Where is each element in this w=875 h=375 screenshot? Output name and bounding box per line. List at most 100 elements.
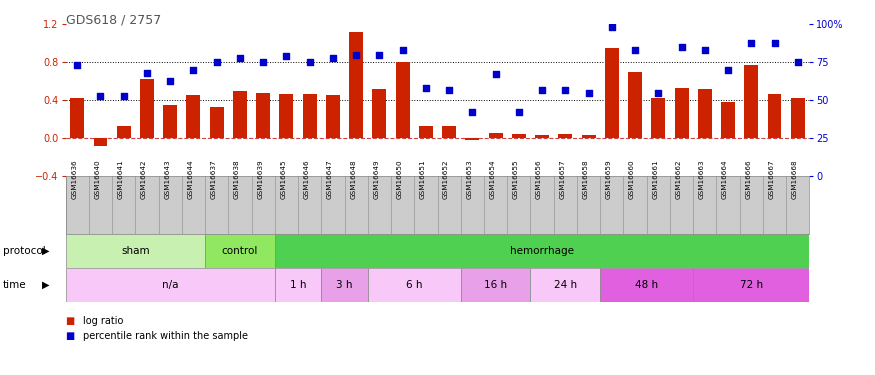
- Point: [605, 24, 619, 30]
- Point: [512, 110, 526, 116]
- Text: GSM16642: GSM16642: [141, 159, 147, 199]
- Text: GSM16668: GSM16668: [792, 159, 798, 199]
- Text: GSM16657: GSM16657: [559, 159, 565, 199]
- Text: log ratio: log ratio: [83, 316, 123, 326]
- Text: 16 h: 16 h: [484, 280, 508, 290]
- Bar: [530, 268, 600, 302]
- Point: [373, 52, 387, 58]
- Text: GSM16643: GSM16643: [164, 159, 171, 199]
- Point: [767, 40, 781, 46]
- Point: [442, 87, 456, 93]
- Bar: [140, 80, 154, 138]
- Text: GSM16655: GSM16655: [513, 159, 519, 199]
- Text: GSM16663: GSM16663: [699, 159, 704, 199]
- Text: GSM16648: GSM16648: [350, 159, 356, 199]
- Point: [210, 59, 224, 65]
- Text: GSM16658: GSM16658: [583, 159, 589, 199]
- Text: hemorrhage: hemorrhage: [510, 246, 574, 256]
- Bar: [536, 135, 550, 138]
- Bar: [116, 126, 130, 138]
- Point: [279, 53, 293, 59]
- Point: [256, 59, 270, 65]
- Text: GSM16639: GSM16639: [257, 159, 263, 199]
- Bar: [368, 268, 461, 302]
- Point: [303, 59, 317, 65]
- Point: [791, 59, 805, 65]
- Text: GSM16645: GSM16645: [280, 159, 286, 199]
- Point: [94, 93, 108, 99]
- Bar: [558, 135, 572, 138]
- Bar: [66, 268, 275, 302]
- Text: GSM16664: GSM16664: [722, 159, 728, 199]
- Point: [466, 110, 480, 116]
- Bar: [303, 94, 317, 138]
- Bar: [698, 89, 711, 138]
- Bar: [164, 105, 177, 138]
- Text: GSM16656: GSM16656: [536, 159, 542, 199]
- Point: [186, 67, 200, 73]
- Text: GSM16661: GSM16661: [652, 159, 658, 199]
- Text: 6 h: 6 h: [406, 280, 423, 290]
- Bar: [419, 126, 433, 138]
- Point: [721, 67, 735, 73]
- Text: n/a: n/a: [162, 280, 178, 290]
- Point: [116, 93, 130, 99]
- Point: [628, 47, 642, 53]
- Bar: [186, 94, 200, 138]
- Text: 3 h: 3 h: [336, 280, 353, 290]
- Text: GSM16659: GSM16659: [606, 159, 612, 199]
- Bar: [745, 65, 759, 138]
- Bar: [693, 268, 809, 302]
- Bar: [66, 234, 205, 268]
- Text: sham: sham: [121, 246, 150, 256]
- Text: protocol: protocol: [3, 246, 45, 256]
- Bar: [651, 98, 665, 138]
- Bar: [767, 94, 781, 138]
- Bar: [256, 93, 270, 138]
- Text: 1 h: 1 h: [290, 280, 306, 290]
- Point: [70, 62, 84, 68]
- Text: GSM16644: GSM16644: [187, 159, 193, 199]
- Text: percentile rank within the sample: percentile rank within the sample: [83, 331, 248, 340]
- Point: [558, 87, 572, 93]
- Text: ■: ■: [66, 331, 75, 340]
- Text: 72 h: 72 h: [739, 280, 763, 290]
- Point: [419, 85, 433, 91]
- Text: time: time: [3, 280, 26, 290]
- Text: GSM16636: GSM16636: [71, 159, 77, 199]
- Text: GSM16667: GSM16667: [768, 159, 774, 199]
- Point: [536, 87, 550, 93]
- Text: GSM16652: GSM16652: [443, 159, 449, 199]
- Bar: [233, 91, 247, 138]
- Text: GSM16647: GSM16647: [327, 159, 332, 199]
- Text: GDS618 / 2757: GDS618 / 2757: [66, 13, 161, 26]
- Bar: [275, 234, 809, 268]
- Text: ■: ■: [66, 316, 75, 326]
- Text: GSM16646: GSM16646: [304, 159, 310, 199]
- Text: GSM16654: GSM16654: [490, 159, 495, 199]
- Text: GSM16649: GSM16649: [374, 159, 380, 199]
- Bar: [628, 72, 642, 138]
- Point: [326, 55, 340, 61]
- Bar: [721, 102, 735, 138]
- Bar: [94, 138, 108, 146]
- Point: [651, 90, 665, 96]
- Text: GSM16653: GSM16653: [466, 159, 472, 199]
- Bar: [349, 32, 363, 138]
- Bar: [442, 126, 456, 138]
- Bar: [488, 133, 502, 138]
- Point: [697, 47, 711, 53]
- Point: [396, 47, 410, 53]
- Point: [488, 72, 502, 78]
- Point: [140, 70, 154, 76]
- Point: [582, 90, 596, 96]
- Bar: [326, 94, 340, 138]
- Text: ▶: ▶: [42, 246, 50, 256]
- Bar: [70, 98, 84, 138]
- Bar: [605, 48, 619, 138]
- Text: GSM16638: GSM16638: [234, 159, 240, 199]
- Bar: [396, 62, 410, 138]
- Text: GSM16640: GSM16640: [94, 159, 101, 199]
- Point: [745, 40, 759, 46]
- Point: [349, 52, 363, 58]
